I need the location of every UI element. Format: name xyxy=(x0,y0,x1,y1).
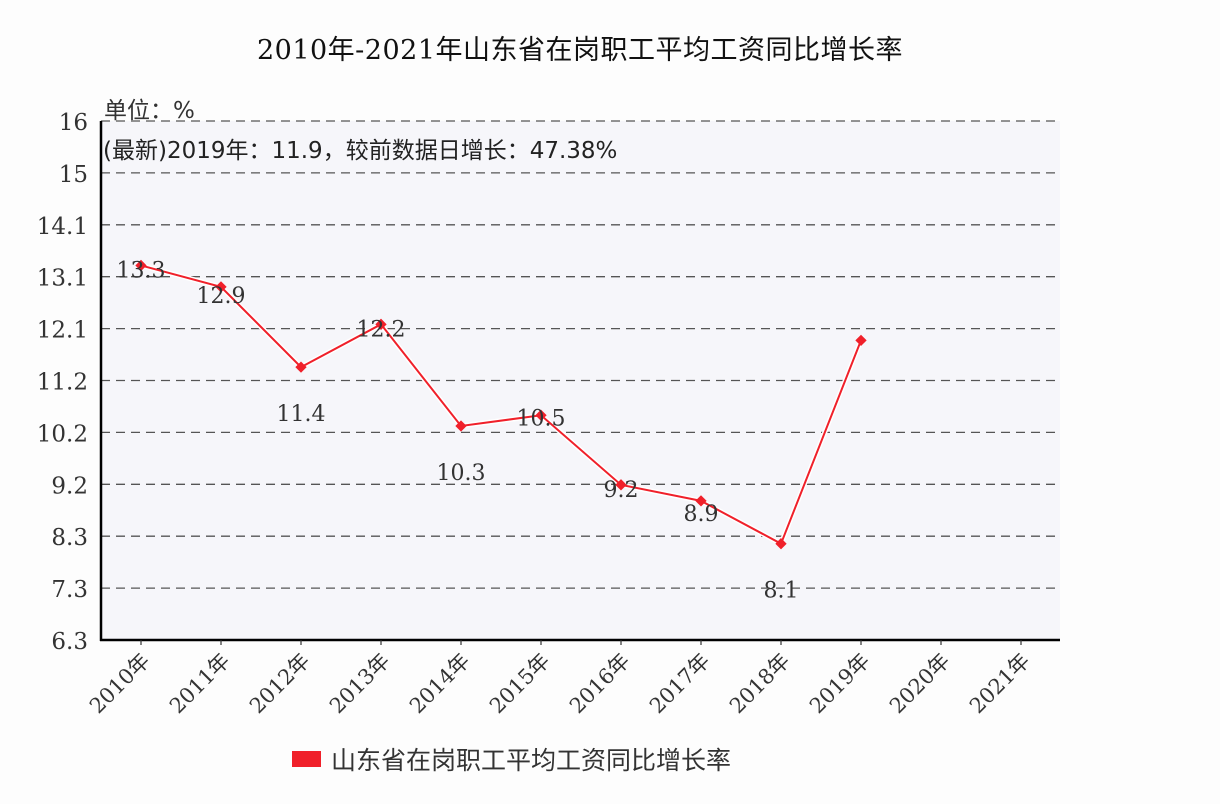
x-tick-label: 2018年 xyxy=(725,649,795,719)
x-tick-label: 2013年 xyxy=(325,649,395,719)
x-tick-label: 2020年 xyxy=(885,649,955,719)
data-label: 12.9 xyxy=(197,284,246,309)
data-label: 8.9 xyxy=(684,502,719,527)
data-point xyxy=(135,259,147,272)
x-tick-label: 2014年 xyxy=(405,649,475,719)
y-tick-label: 16 xyxy=(59,110,88,136)
y-tick-label: 6.3 xyxy=(51,629,88,655)
legend-swatch xyxy=(292,751,321,767)
data-point xyxy=(535,409,547,421)
x-tick-label: 2011年 xyxy=(165,649,235,719)
y-tick-label: 14.1 xyxy=(37,214,88,240)
legend-label: 山东省在岗职工平均工资同比增长率 xyxy=(331,746,732,775)
data-point xyxy=(615,479,627,491)
data-label: 11.4 xyxy=(277,402,326,427)
series-line xyxy=(140,264,862,546)
x-tick-label: 2012年 xyxy=(245,649,315,719)
y-tick-label: 7.3 xyxy=(51,577,88,603)
x-tick-label: 2021年 xyxy=(965,649,1035,719)
y-tick-label: 8.3 xyxy=(51,525,88,551)
y-tick-label: 11.2 xyxy=(37,370,88,396)
data-label: 12.2 xyxy=(357,317,406,342)
y-tick-label: 10.2 xyxy=(37,421,88,447)
data-point xyxy=(295,361,307,373)
unit-label: 单位：% xyxy=(104,98,195,124)
data-point xyxy=(455,420,467,432)
chart-title: 2010年-2021年山东省在岗职工平均工资同比增长率 xyxy=(256,35,904,66)
x-tick-label: 2010年 xyxy=(85,649,155,719)
y-tick-label: 12.1 xyxy=(37,318,88,344)
data-point xyxy=(215,281,227,293)
data-point xyxy=(695,495,707,507)
latest-annotation: (最新)2019年：11.9，较前数据日增长：47.38% xyxy=(103,138,617,164)
data-label: 8.1 xyxy=(764,579,799,604)
data-point xyxy=(855,334,867,347)
data-point xyxy=(375,318,387,330)
x-tick-label: 2019年 xyxy=(805,649,875,719)
y-tick-label: 15 xyxy=(59,162,88,188)
legend: 山东省在岗职工平均工资同比增长率 xyxy=(292,741,731,777)
data-label: 9.2 xyxy=(604,478,639,503)
data-label: 10.5 xyxy=(517,406,566,431)
data-point xyxy=(775,538,787,550)
y-tick-label: 9.2 xyxy=(51,473,88,499)
x-tick-label: 2017年 xyxy=(645,649,715,719)
data-label: 13.3 xyxy=(117,258,166,283)
data-label: 10.3 xyxy=(437,461,486,486)
x-tick-label: 2015年 xyxy=(485,649,555,719)
x-tick-label: 2016年 xyxy=(565,649,635,719)
y-tick-label: 13.1 xyxy=(37,266,88,292)
